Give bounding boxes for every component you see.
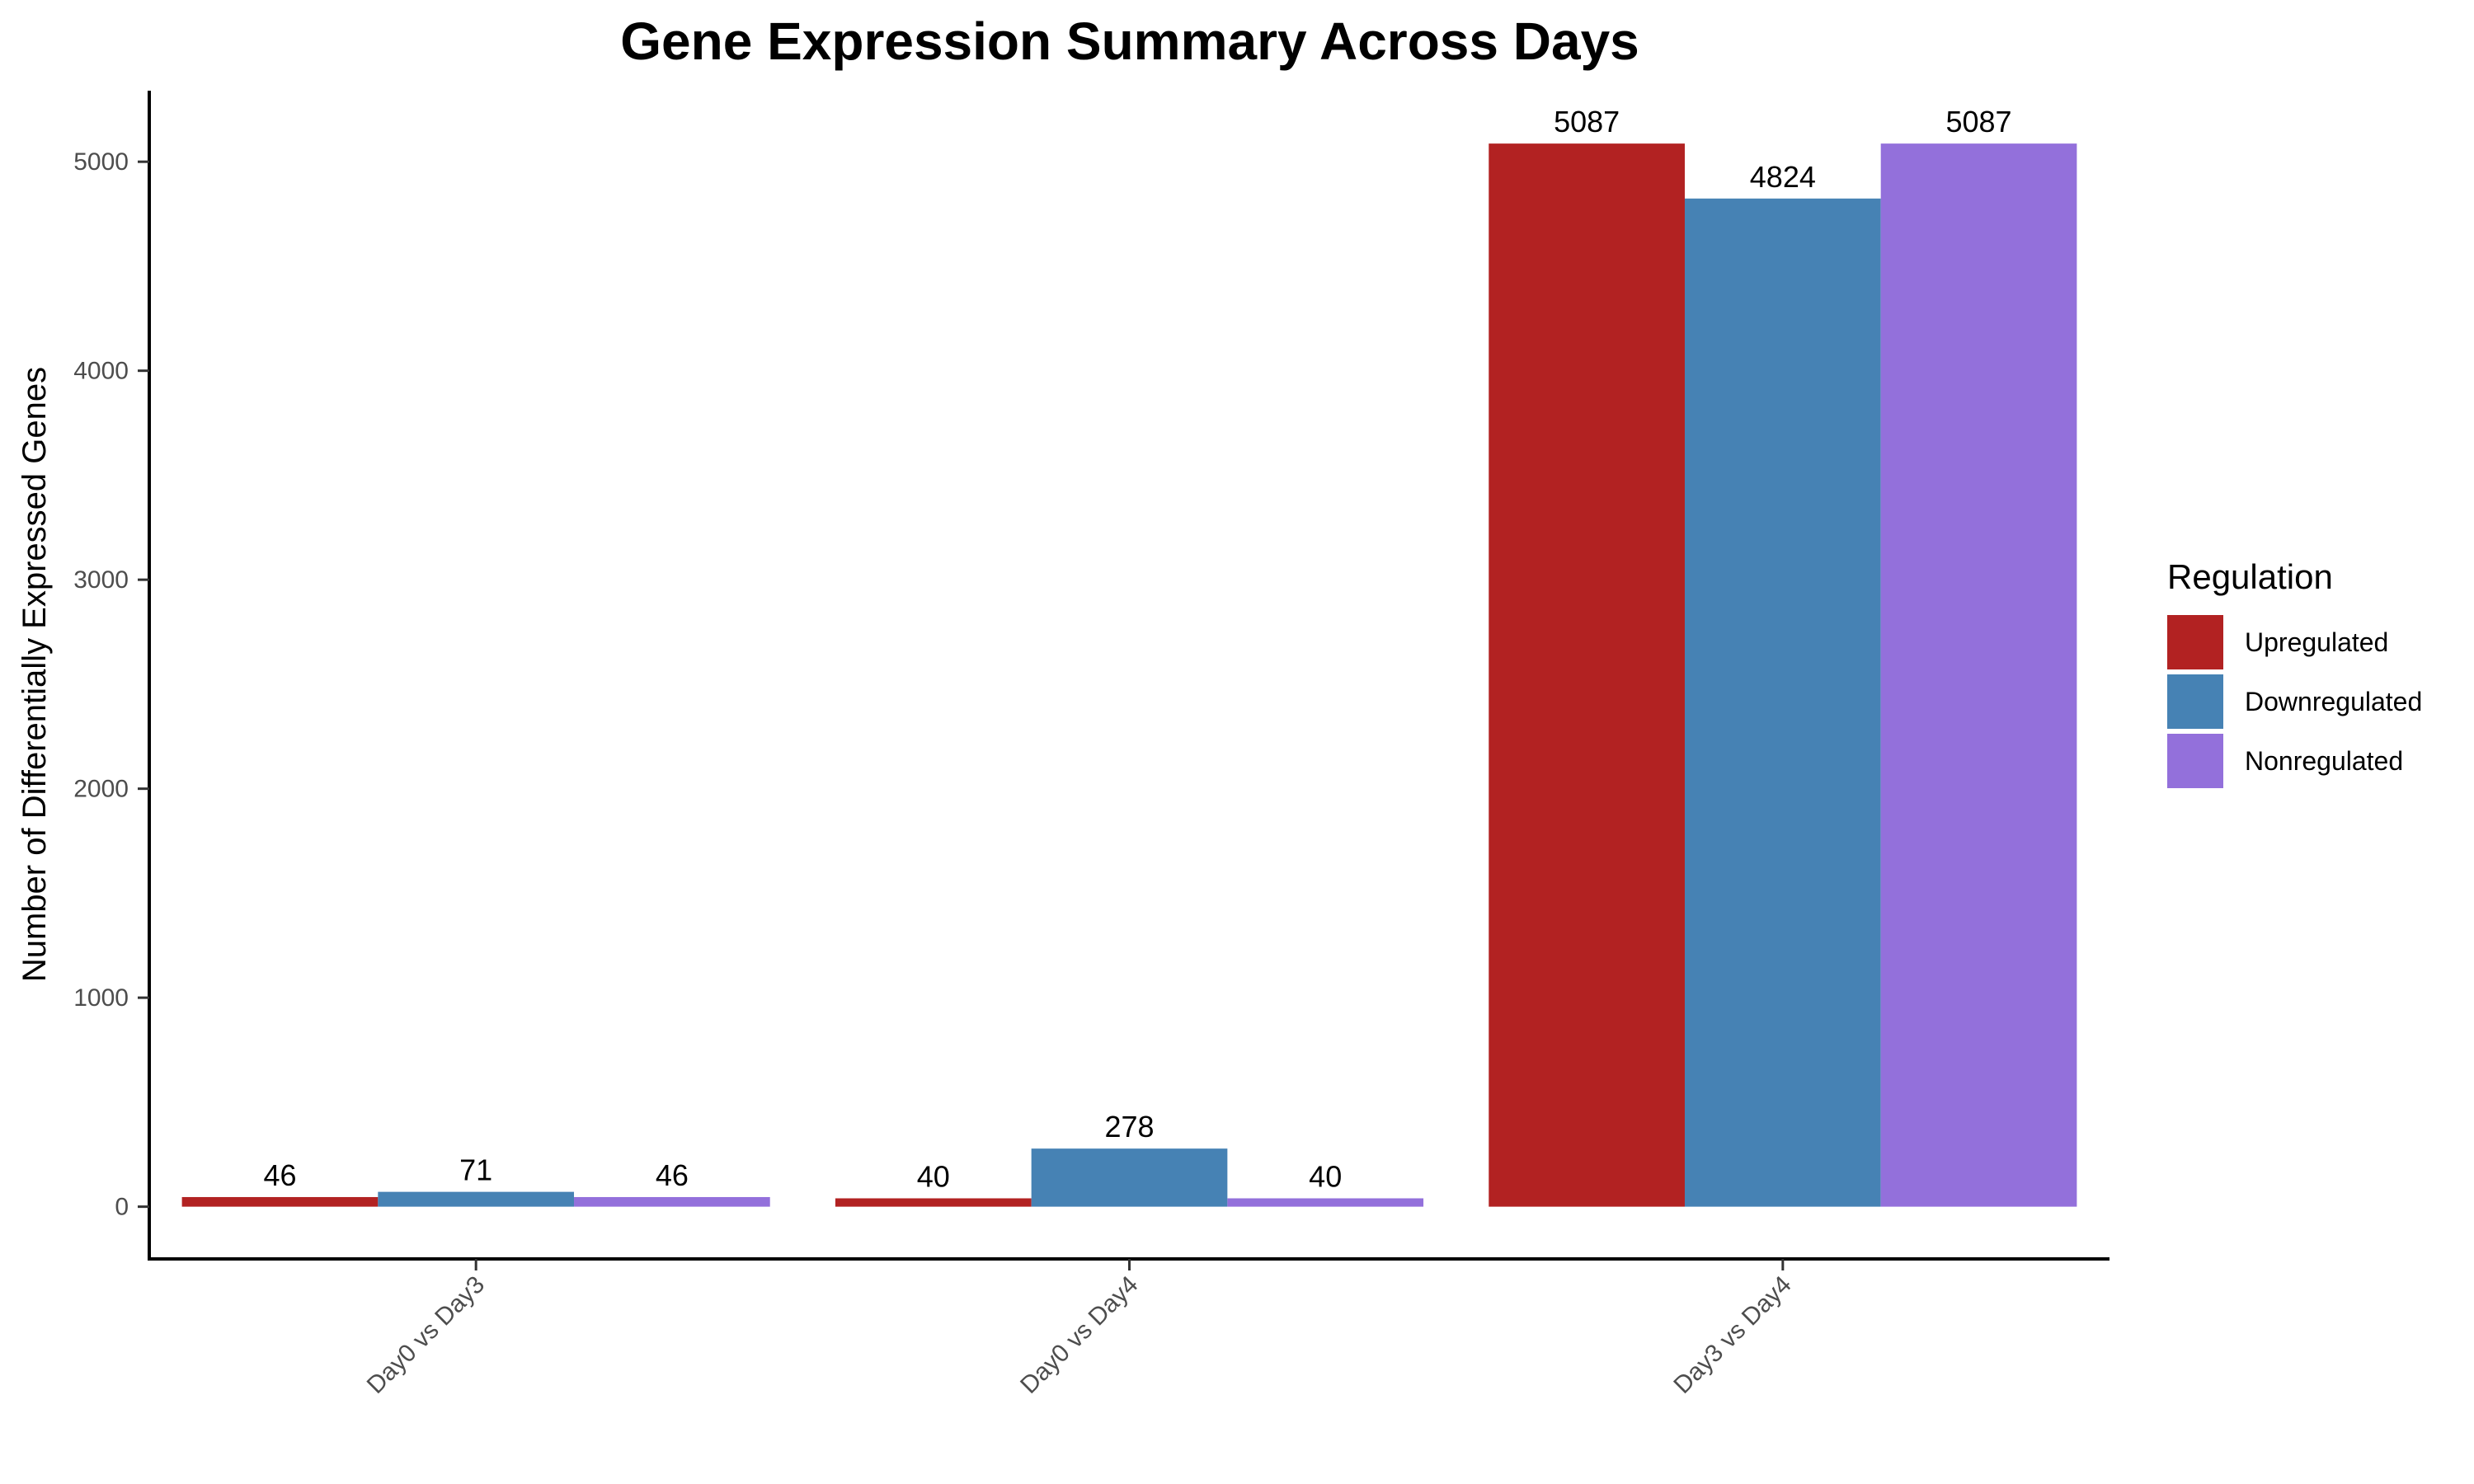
data-label: 5087 (1554, 105, 1620, 139)
data-label: 46 (656, 1158, 689, 1192)
legend-label: Upregulated (2245, 627, 2388, 657)
bar-downregulated (1684, 198, 1881, 1207)
bar-nonregulated (574, 1196, 770, 1207)
chart-title: Gene Expression Summary Across Days (620, 12, 1639, 71)
y-tick-label: 3000 (73, 566, 129, 594)
legend-label: Downregulated (2245, 687, 2422, 716)
x-tick-label: Day0 vs Day4 (1015, 1271, 1143, 1399)
data-label: 40 (1309, 1159, 1342, 1193)
legend-title: Regulation (2167, 557, 2333, 596)
bar-downregulated (1031, 1148, 1228, 1207)
bar-upregulated (835, 1198, 1032, 1207)
legend-swatch-nonregulated (2167, 734, 2223, 788)
data-label: 278 (1104, 1110, 1154, 1144)
data-label: 40 (917, 1159, 950, 1193)
data-label: 4824 (1750, 160, 1816, 194)
bar-nonregulated (1880, 143, 2077, 1207)
legend-swatch-upregulated (2167, 615, 2223, 669)
y-axis-title: Number of Differentially Expressed Genes (16, 367, 53, 982)
data-label: 71 (459, 1153, 492, 1187)
legend-swatch-downregulated (2167, 674, 2223, 729)
y-tick-label: 1000 (73, 984, 129, 1012)
data-label: 5087 (1945, 105, 2011, 139)
y-tick-label: 4000 (73, 358, 129, 385)
legend-label: Nonregulated (2245, 746, 2403, 776)
y-tick-label: 5000 (73, 148, 129, 176)
bar-upregulated (1489, 143, 1685, 1207)
y-tick-label: 0 (115, 1194, 129, 1221)
bar-upregulated (181, 1196, 379, 1207)
y-tick-label: 2000 (73, 776, 129, 803)
x-tick-label: Day3 vs Day4 (1668, 1271, 1796, 1399)
legend: Regulation Upregulated Downregulated Nonre… (2167, 557, 2422, 788)
bar-nonregulated (1227, 1198, 1424, 1207)
bar-downregulated (378, 1191, 575, 1207)
x-tick-label: Day0 vs Day3 (362, 1271, 490, 1399)
data-label: 46 (263, 1158, 296, 1192)
